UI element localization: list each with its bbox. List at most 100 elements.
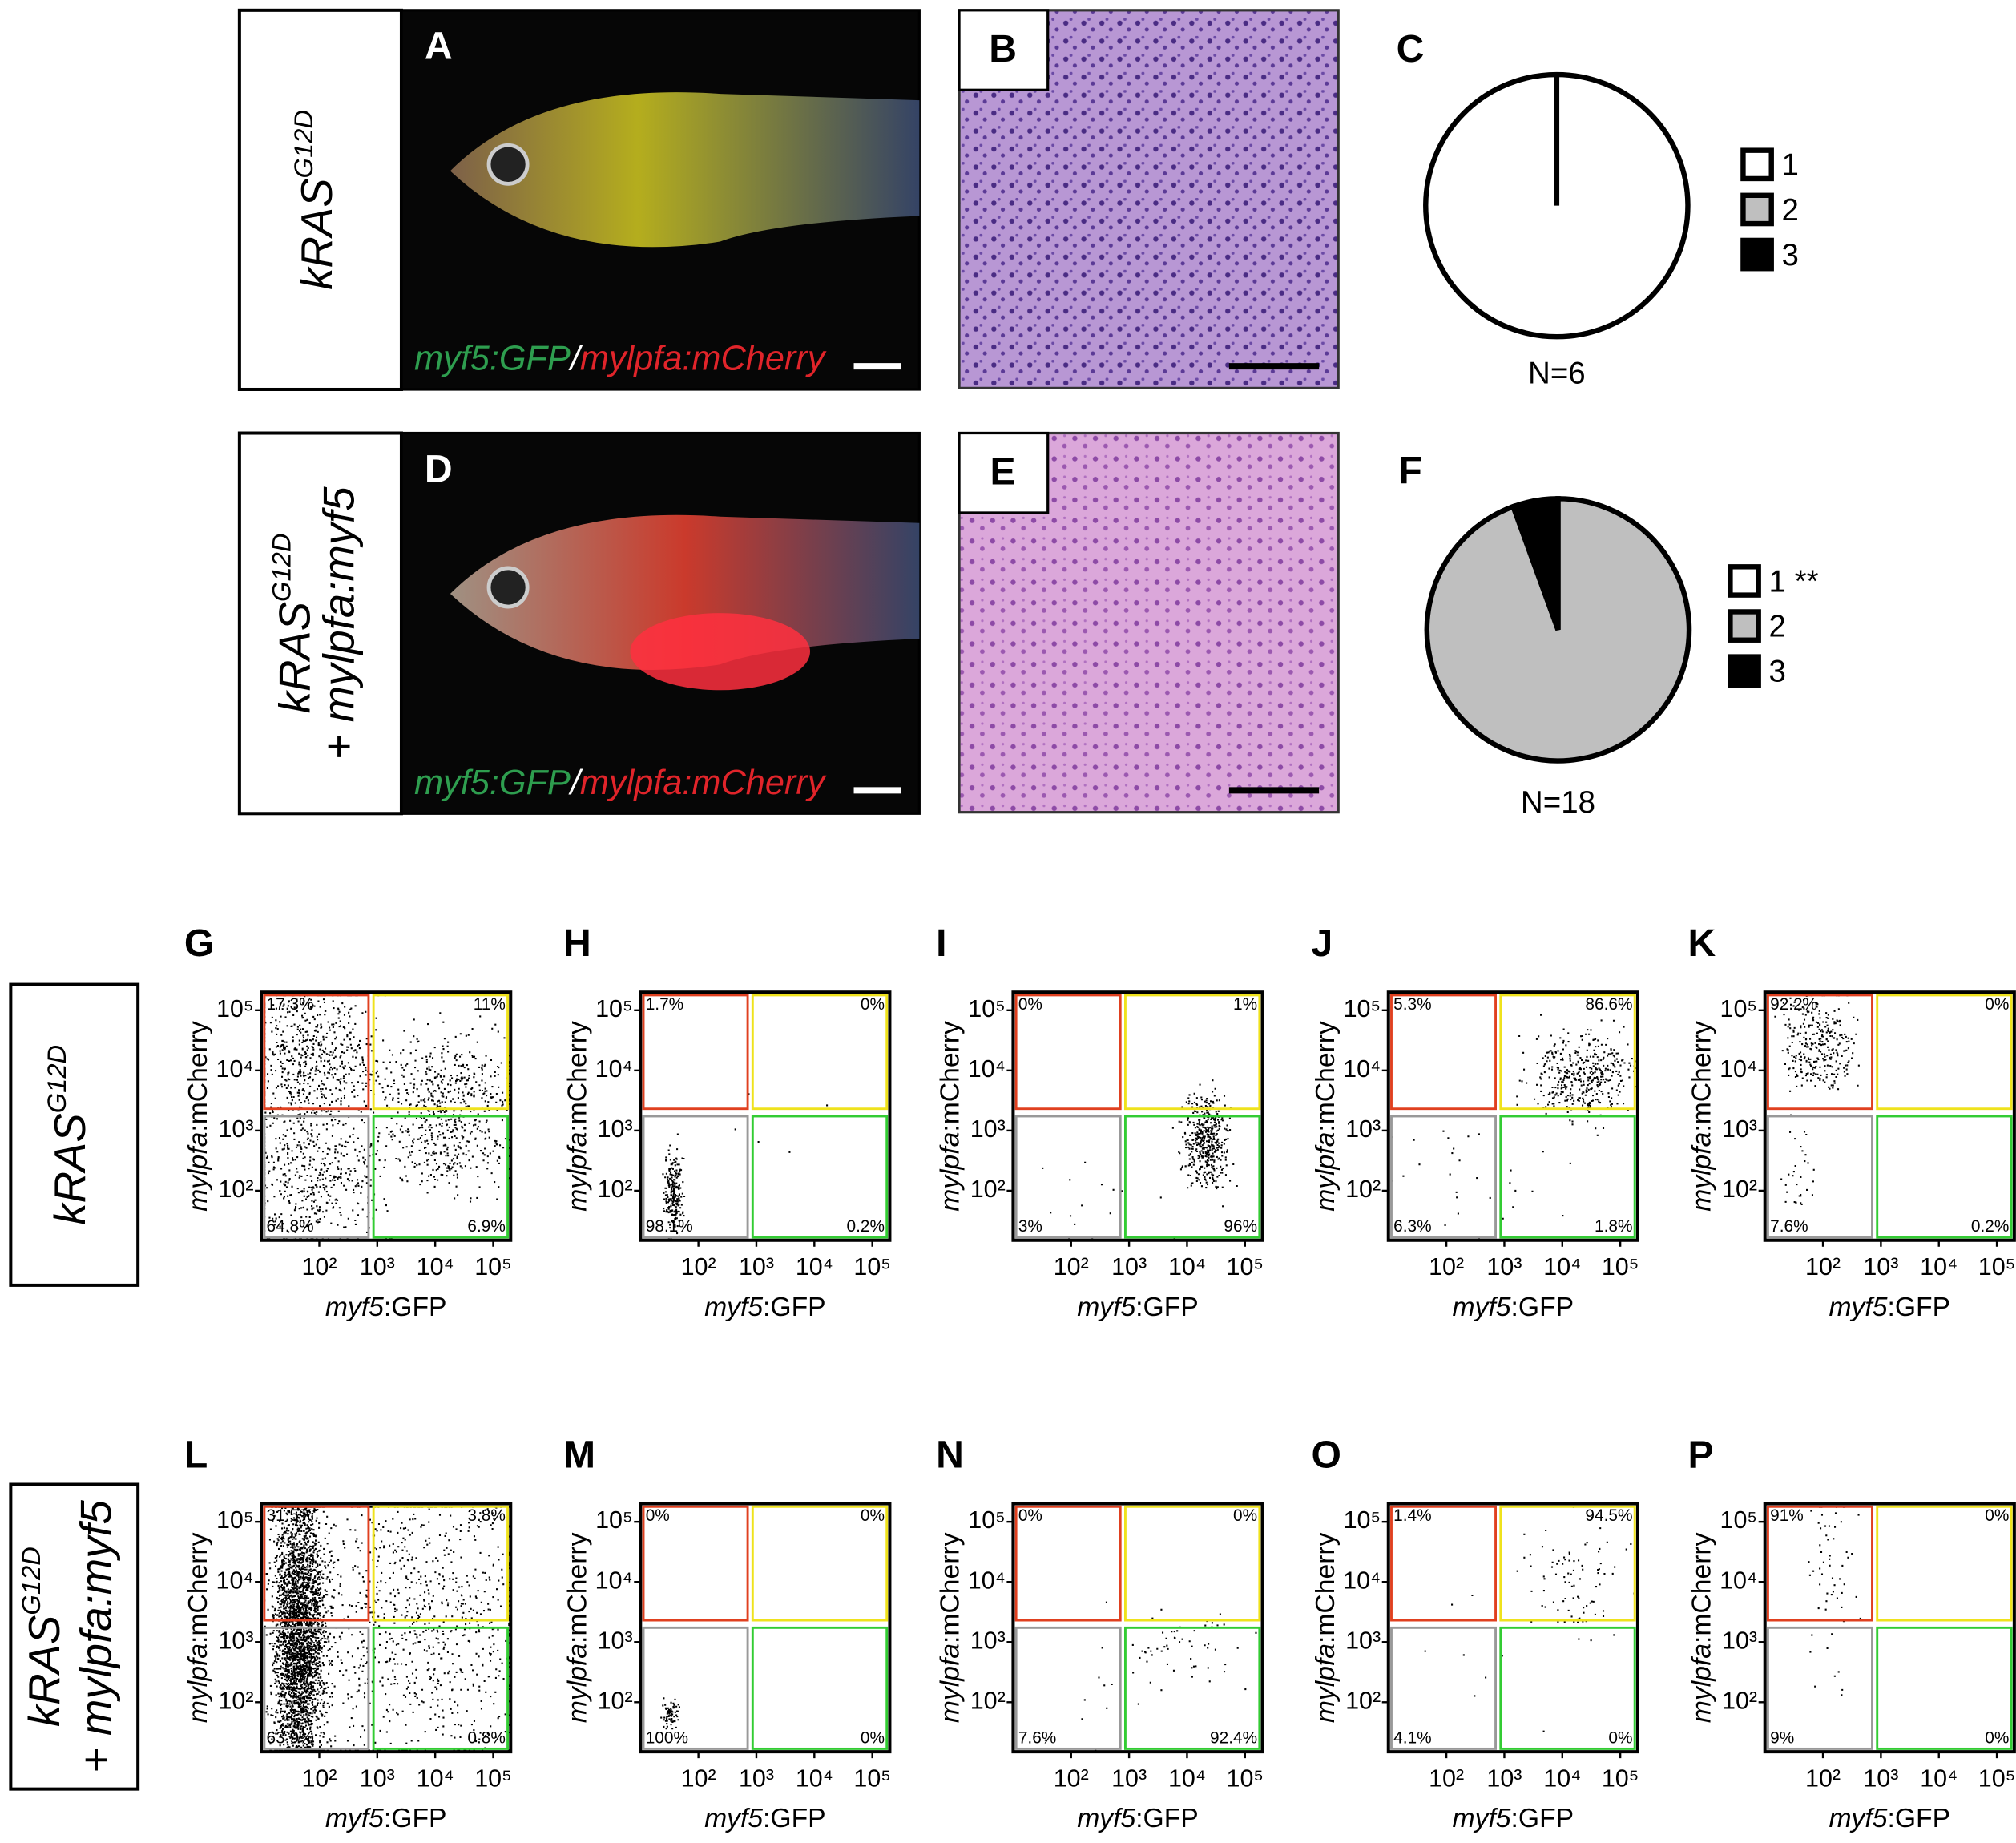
gate	[1123, 1626, 1261, 1750]
event-dots	[660, 1697, 681, 1730]
gate	[1123, 994, 1261, 1111]
caption-part: mylpfa:mCherry	[580, 340, 827, 378]
y-axis-label: mylpfa:mCherry	[1311, 1021, 1341, 1212]
y-tick-label: 10⁵	[1720, 995, 1758, 1022]
caption-part: /	[568, 764, 583, 802]
quadrant-percent: 3%	[1018, 1217, 1042, 1236]
panel-letter: E	[990, 450, 1016, 494]
y-tick-label: 10⁴	[1720, 1567, 1757, 1594]
x-tick-label: 10²	[1054, 1253, 1089, 1280]
x-axis-label: myf5:GFP	[704, 1804, 826, 1833]
gate	[1390, 994, 1497, 1111]
x-tick-label: 10⁵	[1602, 1253, 1639, 1280]
y-axis-label: mylpfa:mCherry	[1687, 1532, 1717, 1723]
label-italic: myf5	[1077, 1804, 1135, 1833]
y-tick-label: 10²	[218, 1176, 253, 1203]
x-tick-label: 10²	[1054, 1764, 1089, 1792]
gene: kRAS	[292, 178, 341, 289]
y-tick-label: 10⁴	[1720, 1055, 1757, 1083]
y-tick-label: 10⁴	[968, 1055, 1006, 1083]
label-italic: mylpfa	[183, 1132, 213, 1212]
y-axis-label: mylpfa:mCherry	[562, 1021, 592, 1212]
gate	[751, 1626, 889, 1750]
caption-part: myf5:GFP	[414, 764, 571, 802]
y-tick-label: 10²	[1345, 1176, 1381, 1203]
gate	[1014, 1115, 1122, 1239]
quadrant-percent: 0%	[1985, 1729, 2009, 1748]
y-tick-label: 10⁴	[216, 1567, 254, 1594]
row-label: kRASG12D	[42, 1045, 95, 1225]
quadrant-percent: 1.8%	[1595, 1217, 1633, 1236]
quadrant-percent: 96%	[1224, 1217, 1257, 1236]
x-tick-label: 10⁵	[1227, 1253, 1264, 1280]
quadrant-percent: 6.3%	[1393, 1217, 1432, 1236]
label-plain: :GFP	[1887, 1293, 1950, 1322]
label-italic: myf5	[704, 1293, 763, 1322]
y-tick-label: 10²	[218, 1687, 253, 1714]
label-plain: :mCherry	[935, 1021, 965, 1132]
label-italic: mylpfa	[935, 1132, 965, 1212]
y-tick-label: 10²	[598, 1176, 633, 1203]
label-italic: mylpfa	[1687, 1643, 1717, 1723]
pie-n: N=18	[1521, 785, 1595, 820]
gate	[372, 1115, 509, 1239]
legend-swatch	[1740, 192, 1774, 227]
quadrant-percent: 17.3%	[267, 995, 314, 1014]
y-tick-label: 10³	[218, 1627, 253, 1654]
label-plain: :GFP	[1135, 1293, 1199, 1322]
event-dots	[264, 994, 510, 1240]
y-tick-label: 10³	[1345, 1115, 1381, 1143]
y-tick-label: 10²	[970, 1176, 1006, 1203]
label-plain: :GFP	[1511, 1804, 1574, 1833]
fish	[450, 514, 920, 670]
x-tick-label: 10⁴	[1168, 1764, 1206, 1792]
panel-letter: I	[936, 922, 946, 965]
photo-caption: myf5:GFP/mylpfa:mCherry	[414, 764, 827, 802]
quadrant-percent: 64.8%	[267, 1217, 314, 1236]
label-italic: mylpfa	[1311, 1643, 1341, 1723]
label-plain: :GFP	[1135, 1804, 1199, 1833]
x-tick-label: 10²	[681, 1764, 716, 1792]
y-tick-label: 10³	[970, 1627, 1006, 1654]
gate	[1876, 1115, 2013, 1239]
panel-letter: B	[989, 27, 1017, 71]
x-tick-label: 10²	[301, 1253, 337, 1280]
label-box	[9, 1482, 140, 1791]
x-tick-label: 10³	[1486, 1253, 1522, 1280]
quadrant-percent: 0%	[861, 995, 885, 1014]
gate	[1766, 1505, 1873, 1622]
gate	[1499, 1626, 1636, 1750]
label-italic: mylpfa	[1687, 1132, 1717, 1212]
quadrant-percent: 98.1%	[646, 1217, 693, 1236]
gate	[263, 1626, 370, 1750]
y-tick-label: 10⁵	[1344, 995, 1381, 1022]
x-tick-label: 10⁴	[1920, 1764, 1958, 1792]
row-label: kRASG12D	[266, 533, 320, 713]
label-italic: mylpfa	[562, 1132, 592, 1212]
gate	[1876, 1626, 2013, 1750]
y-tick-label: 10²	[970, 1687, 1006, 1714]
row-label-line2: + mylpfa:myf5	[315, 486, 364, 760]
x-tick-label: 10⁵	[853, 1253, 891, 1280]
panel-letter: N	[936, 1434, 964, 1477]
label-italic: myf5	[1077, 1293, 1135, 1322]
x-tick-label: 10³	[739, 1253, 774, 1280]
row-label-group: kRASG12D + mylpfa:myf5	[15, 1499, 120, 1773]
gate	[751, 1505, 889, 1622]
y-axis-label: mylpfa:mCherry	[1687, 1021, 1717, 1212]
label-italic: myf5	[704, 1804, 763, 1833]
x-axis-label: myf5:GFP	[1829, 1293, 1951, 1322]
x-tick-label: 10³	[1486, 1764, 1522, 1792]
label-italic: myf5	[1453, 1804, 1511, 1833]
y-axis-label: mylpfa:mCherry	[1311, 1532, 1341, 1723]
x-tick-label: 10⁴	[417, 1764, 454, 1792]
x-tick-label: 10²	[681, 1253, 716, 1280]
x-tick-label: 10⁴	[417, 1253, 454, 1280]
x-tick-label: 10³	[1863, 1764, 1898, 1792]
gate	[751, 994, 889, 1111]
quadrant-percent: 63.9%	[267, 1729, 314, 1748]
gene-superscript: G12D	[15, 1547, 45, 1615]
y-tick-label: 10⁴	[595, 1055, 633, 1083]
